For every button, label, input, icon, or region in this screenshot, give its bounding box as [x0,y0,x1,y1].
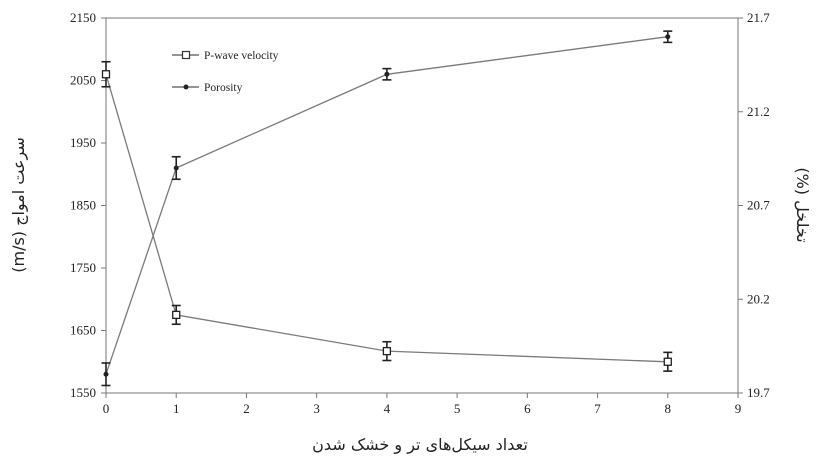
porosity-series-line [105,36,668,375]
legend-label-porosity: Porosity [204,82,243,94]
right-y-tick-label: 21.7 [747,10,770,25]
plot-frame [105,17,739,394]
series-layer [101,30,673,387]
left-y-tick-label: 2050 [70,73,96,88]
legend-marker-pwave [181,50,191,60]
left-y-tick-label: 2150 [70,10,96,25]
porosity-data-point [173,165,179,171]
x-tick-label: 7 [594,401,601,416]
x-tick-label: 4 [384,401,391,416]
right-y-tick-label: 19.7 [747,385,770,400]
x-tick-label: 9 [735,401,742,416]
legend-marker-porosity [183,84,189,90]
x-tick-label: 6 [524,401,531,416]
right-y-axis-ticks: 19.7 20.2 20.7 21.2 21.7 [738,10,770,400]
pwave-data-point [172,310,181,320]
right-y-axis-title: تخلخل (%) [793,167,812,242]
x-tick-label: 3 [313,401,320,416]
left-y-tick-label: 1550 [70,385,96,400]
pwave-data-point [663,357,672,366]
x-tick-label: 2 [243,401,250,416]
right-y-tick-label: 20.2 [747,291,770,306]
left-y-tick-label: 1850 [70,198,96,213]
left-y-tick-label: 1750 [70,260,96,275]
porosity-data-point [103,371,109,377]
right-y-tick-label: 20.7 [747,198,770,213]
left-y-tick-label: 1950 [70,135,96,150]
left-y-axis-ticks: 1550 1650 1750 1850 1950 2050 2150 [70,10,106,400]
x-tick-label: 0 [103,401,110,416]
pwave-series-line [105,74,668,363]
right-y-tick-label: 21.2 [747,104,770,119]
x-tick-label: 8 [665,401,672,416]
left-y-tick-label: 1650 [70,323,96,338]
x-tick-label: 5 [454,401,461,416]
legend: P-wave velocity Porosity [172,50,279,94]
pwave-data-point [382,346,392,356]
x-axis-title: تعداد سیکل‌های تر و خشک شدن [312,435,528,455]
legend-label-pwave: P-wave velocity [204,50,279,62]
porosity-data-point [665,34,671,40]
porosity-data-point [384,71,390,77]
x-tick-label: 1 [173,401,180,416]
left-y-axis-title: سرعت امواج (m/s) [9,137,29,273]
x-axis-ticks: 0 1 2 3 4 5 6 7 8 9 [103,393,742,416]
pwave-data-point [101,70,111,79]
